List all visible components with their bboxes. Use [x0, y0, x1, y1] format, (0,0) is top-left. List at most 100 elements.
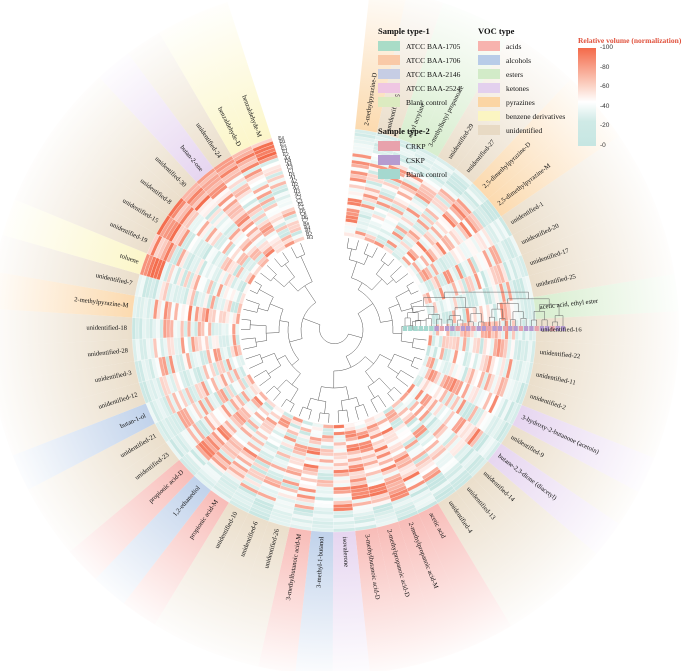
dendrogram-branch	[253, 370, 267, 378]
dendrogram-branch	[341, 400, 343, 411]
dendrogram-branch	[348, 333, 363, 339]
legend_voc-item: unidentified	[478, 123, 565, 137]
dendrogram-branch	[291, 359, 299, 366]
legend-swatch	[378, 55, 400, 65]
dendrogram-branch	[265, 385, 275, 394]
dendrogram-branch	[289, 403, 295, 413]
dendrogram-branch	[354, 407, 359, 420]
heatmap-cell	[293, 236, 305, 244]
dendrogram-branch	[241, 337, 256, 340]
dendrogram-branch	[317, 386, 322, 401]
sample-type-marker	[529, 326, 534, 331]
dendrogram-branch	[289, 338, 303, 343]
dendrogram-branch	[257, 307, 268, 312]
legend-sample-type-2-title: Sample type-2	[378, 126, 430, 136]
sample-label: D6	[301, 215, 308, 221]
dendrogram-arc	[297, 281, 313, 292]
dendrogram-branch	[390, 265, 402, 277]
heatmap-cell	[218, 322, 223, 336]
sample-label: B3	[307, 235, 313, 241]
heatmap-cell	[131, 317, 136, 340]
dendrogram-branch	[406, 281, 414, 287]
dendrogram-branch	[395, 377, 409, 387]
dendrogram-branch	[370, 399, 378, 413]
legend-swatch	[378, 69, 400, 79]
heatmap-cell	[235, 323, 240, 335]
sample-label: A4	[284, 155, 291, 161]
dendrogram-branch	[266, 265, 277, 275]
legend-swatch	[378, 97, 400, 107]
dendrogram-branch	[379, 377, 392, 391]
legend-sample-type-2: Sample type-2 CRKP CSKP Blank control	[378, 126, 447, 181]
dendrogram-arc	[345, 313, 364, 357]
sample-label: C1	[288, 169, 294, 175]
dendrogram-branch	[379, 354, 392, 361]
sample-label: A3	[293, 185, 300, 191]
dendrogram-branch	[284, 264, 295, 278]
dendrogram-branch	[318, 412, 321, 422]
sample-label: E5	[280, 142, 286, 148]
heatmap-cell	[135, 317, 140, 340]
heatmap-cell	[159, 319, 164, 339]
sample-label: E1	[282, 149, 288, 155]
sample-label: A2	[291, 178, 298, 184]
legend-swatch	[478, 111, 500, 121]
dendrogram-branch	[363, 255, 369, 265]
dendrogram-branch	[363, 243, 369, 254]
heatmap-cell	[221, 322, 226, 336]
compound-label: isovalerone	[341, 537, 350, 568]
sample-label: D1	[289, 172, 296, 178]
legend-label: Blank control	[406, 97, 448, 107]
sample-type-marker	[492, 326, 497, 331]
dendrogram-branch	[245, 354, 260, 360]
dendrogram-branch	[281, 399, 287, 407]
legend_voc-item: pyrazines	[478, 95, 565, 109]
dendrogram-branch	[259, 289, 274, 298]
dendrogram-branch	[413, 309, 425, 313]
dendrogram-branch	[401, 308, 413, 312]
legend_sample1-item: ATCC BAA-1706	[378, 53, 460, 67]
colorbar-tick: -0	[600, 142, 606, 149]
dendrogram-branch	[346, 386, 350, 400]
dendrogram-branch	[355, 240, 359, 251]
legend-sample-type-1-title: Sample type-1	[378, 26, 430, 36]
legend_voc-item: benzene derivatives	[478, 109, 565, 123]
dendrogram-branch	[414, 356, 423, 361]
legend_voc-item: acids	[478, 39, 565, 53]
dendrogram-branch	[277, 379, 287, 390]
sample-label: C7	[302, 218, 308, 224]
sample-label: E4	[278, 135, 284, 141]
sample-type-marker	[408, 326, 413, 331]
legend-label: ATCC BAA-2146	[406, 69, 461, 79]
sample-type-marker	[444, 326, 450, 331]
legend-label: unidentified	[506, 125, 543, 135]
dendrogram-branch	[346, 238, 349, 249]
dendrogram-branch	[274, 258, 282, 268]
legend-label: CRKP	[406, 141, 426, 151]
dendrogram-branch	[241, 318, 251, 321]
sample-type-marker	[555, 326, 560, 331]
legend_sample1-item: ATCC BAA-2146	[378, 67, 460, 81]
dendrogram-branch	[249, 362, 264, 369]
dendrogram-branch	[249, 289, 258, 294]
sample-label: E6	[279, 139, 285, 145]
dendrogram-arc	[347, 247, 357, 251]
dendrogram-arc	[287, 322, 299, 360]
legend_voc-item: esters	[478, 67, 565, 81]
sample-label: B2	[306, 232, 312, 238]
sample-type-marker	[518, 326, 524, 331]
dendrogram-branch	[308, 409, 312, 420]
dendrogram-branch	[290, 388, 299, 402]
dendrogram-branch	[291, 373, 301, 385]
dendrogram-arc	[310, 397, 326, 402]
dendrogram-branch	[254, 281, 262, 286]
dendrogram-branch	[277, 355, 286, 360]
dendrogram-branch	[255, 340, 267, 343]
sample-label: C2	[295, 195, 301, 201]
dendrogram-branch	[282, 252, 289, 262]
sample-label: B5	[297, 202, 303, 208]
dendrogram-branch	[377, 395, 387, 408]
heatmap-cell	[173, 319, 178, 338]
legend-swatch	[378, 83, 400, 93]
